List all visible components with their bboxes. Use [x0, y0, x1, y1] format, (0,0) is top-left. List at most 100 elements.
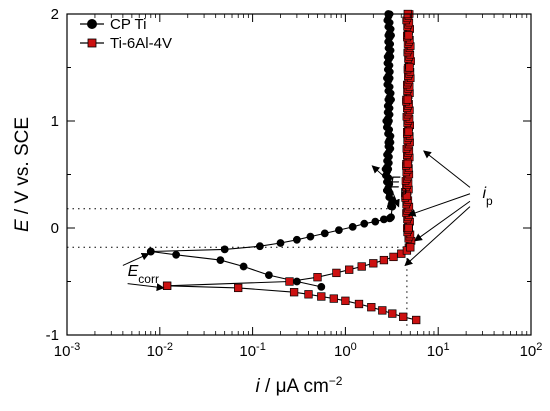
cp-ti-anodic-point [334, 226, 343, 234]
cp-ti-anodic-point [220, 245, 229, 254]
ti-6al-4v-cathodic-point [367, 303, 376, 312]
cp-ti-anodic-point [385, 95, 394, 104]
ti-6al-4v-cathodic-point [388, 309, 397, 318]
plot-frame [66, 13, 532, 336]
cp-ti-anodic-point [292, 235, 301, 244]
annotation-main: E [128, 263, 139, 280]
cp-ti-cathodic-point [172, 250, 180, 259]
ti-6al-4v-anodic-point [285, 277, 294, 286]
legend: CP Ti Ti-6Al-4V [80, 16, 172, 52]
ti-6al-4v-cathodic-point [304, 290, 313, 299]
ti-6al-4v-anodic-point [345, 265, 354, 274]
annotation-arrow [407, 193, 471, 217]
x-tick-label: 102 [520, 341, 543, 360]
annotation-arrow [414, 200, 471, 242]
ti-6al-4v-anodic-point [406, 243, 415, 252]
ti-6al-4v-anodic-point [162, 281, 172, 290]
legend-marker-ti-6al-4v [87, 38, 97, 48]
y-tick-label: -1 [46, 327, 59, 344]
x-tick-label-base: 10 [54, 343, 71, 360]
cp-ti-anodic-point [371, 217, 380, 226]
annotation-label: ip [482, 185, 493, 208]
ti-6al-4v-cathodic-point [354, 299, 364, 309]
x-tick-label: 10-3 [54, 341, 80, 360]
cp-ti-anodic-point [388, 202, 397, 211]
ti-6al-4v-anodic-point [369, 259, 378, 268]
x-tick-label: 100 [334, 341, 357, 360]
cp-ti-anodic-point [387, 213, 395, 222]
cp-ti-anodic-point [385, 52, 393, 61]
ti-6al-4v-cathodic-point [289, 288, 299, 297]
ti-6al-4v-cathodic-point [399, 312, 408, 321]
ti-6al-4v-anodic-point [403, 159, 412, 168]
y-axis-label-main: E [12, 219, 33, 232]
cp-ti-anodic-line [150, 13, 393, 253]
series-layer [146, 9, 421, 325]
legend-marker-cp-ti [87, 19, 97, 29]
ti-6al-4v-anodic-point [357, 262, 366, 271]
annotation-main: E [390, 174, 401, 191]
x-tick-label-exp: 2 [536, 341, 542, 353]
x-tick-label-base: 10 [334, 343, 351, 360]
x-tick-label: 10-2 [147, 341, 173, 360]
ti-6al-4v-anodic-point [389, 252, 398, 262]
ti-6al-4v-anodic-point [405, 63, 414, 72]
y-axis-label-rest: / V vs. SCE [12, 117, 33, 219]
cp-ti-cathodic-point [239, 262, 248, 271]
ti-6al-4v-anodic-point [404, 31, 413, 40]
x-tick-label-base: 10 [239, 343, 256, 360]
ti-6al-4v-cathodic-point [234, 283, 243, 293]
x-axis-label: i / μA cm−2 [256, 374, 343, 397]
annotation-label: Ecorr [128, 263, 159, 286]
ti-6al-4v-cathodic-point [378, 306, 387, 315]
ti-6al-4v-anodic-point [332, 268, 341, 278]
ti-6al-4v-anodic-point [403, 95, 412, 104]
annotation-main: i [482, 185, 486, 202]
x-tick-label: 101 [427, 341, 450, 360]
annotation-sub: p [486, 194, 493, 208]
cp-ti-cathodic-point [264, 271, 273, 279]
legend-label-cp-ti: CP Ti [110, 16, 146, 33]
x-tick-label-base: 10 [520, 343, 537, 360]
annotation-arrow [387, 181, 400, 208]
annotation-arrow [122, 252, 150, 266]
x-tick-label-exp: -3 [70, 341, 80, 353]
legend-label-ti-6al-4v: Ti-6Al-4V [110, 35, 172, 52]
cp-ti-anodic-point [360, 219, 369, 228]
x-tick-label-exp: 0 [351, 341, 357, 353]
ti-6al-4v-cathodic-point [412, 315, 421, 325]
y-tick-label: 1 [51, 113, 59, 130]
ti-6al-4v-cathodic-point [329, 294, 338, 303]
cp-ti-anodic-point [384, 74, 393, 83]
x-tick-label-exp: 1 [443, 341, 449, 353]
ti-6al-4v-anodic-point [402, 191, 412, 201]
cp-ti-anodic-point [276, 239, 285, 247]
x-tick-label-exp: -1 [256, 341, 266, 353]
ti-6al-4v-cathodic-point [317, 292, 326, 301]
ti-6al-4v-anodic-point [404, 223, 413, 233]
cp-ti-cathodic-point [216, 256, 225, 264]
cp-ti-anodic-point [385, 31, 394, 40]
ti-6al-4v-anodic-line [167, 13, 411, 287]
ti-6al-4v-anodic-point [404, 127, 413, 136]
cp-ti-anodic-point [382, 165, 391, 173]
annotation-sub: p [400, 183, 407, 197]
y-tick-label: 2 [51, 6, 59, 23]
x-axis-label-main: i [256, 376, 261, 397]
cp-ti-anodic-point [255, 242, 264, 251]
x-axis-label-rest: / μA cm [260, 376, 329, 397]
y-axis-label: E / V vs. SCE [12, 117, 33, 232]
cp-ti-anodic-point [383, 117, 392, 125]
ti-6al-4v-anodic-point [313, 273, 322, 282]
axis-ticks [66, 13, 532, 336]
x-tick-label-base: 10 [147, 343, 164, 360]
cp-ti-cathodic-point [317, 282, 326, 291]
cp-ti-cathodic-point [292, 277, 301, 286]
ti-6al-4v-anodic-point [379, 255, 389, 265]
annotation-arrow [127, 283, 165, 292]
ti-6al-4v-cathodic-point [341, 296, 350, 305]
annotation-label: Ep [390, 174, 408, 197]
cp-ti-anodic-point [348, 222, 357, 231]
